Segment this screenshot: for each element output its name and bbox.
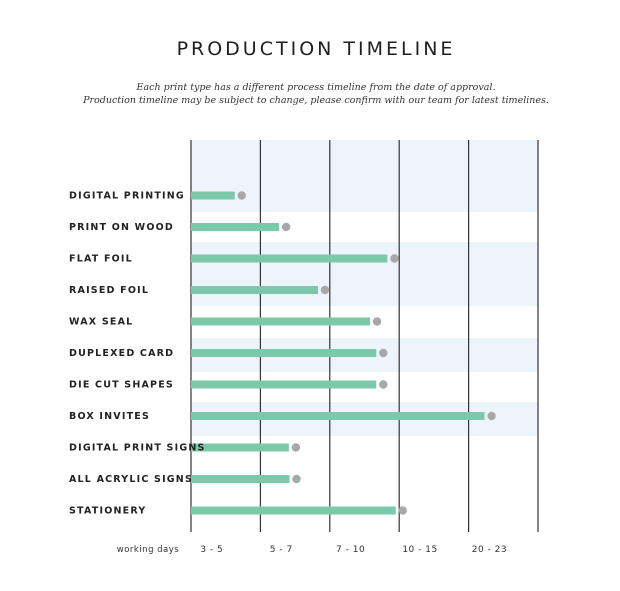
bar [191,317,371,326]
bar [191,349,377,357]
bar [191,443,289,452]
category-label: RAISED FOIL [69,285,149,296]
category-label: WAX SEAL [69,317,133,328]
category-labels: DIGITAL PRINTING PRINT ON WOOD FLAT FOIL RA… [69,191,206,517]
bar-end-dot [487,411,496,421]
bar [191,475,290,483]
chart-subtitle-line-2: Production timeline may be subject to ch… [82,95,549,106]
bar-end-dot [281,222,291,232]
bar [191,254,388,263]
category-label: STATIONERY [69,506,146,517]
bar [191,223,280,231]
bar-end-dot [390,254,399,263]
bar [191,380,377,389]
category-label: BOX INVITES [69,411,150,422]
bar [191,412,485,420]
x-tick-label: 10 - 15 [402,545,437,555]
category-label: DIGITAL PRINT SIGNS [69,443,206,454]
category-label: DIE CUT SHAPES [69,380,174,391]
bar [191,506,396,515]
x-tick-label: 5 - 7 [270,545,293,555]
category-label: DUPLEXED CARD [69,348,174,359]
row-bands [191,140,538,436]
chart-title: PRODUCTION TIMELINE [177,38,456,60]
bar-end-dot [291,443,301,452]
row-band [191,140,538,212]
x-tick-label: 3 - 5 [200,545,223,555]
bar-end-dot [320,285,330,295]
x-tick-label: 7 - 10 [336,545,365,555]
bar [191,191,235,200]
row-band [191,242,538,306]
bar [191,286,319,294]
bar-end-dot [292,474,301,484]
category-label: ALL ACRYLIC SIGNS [69,474,193,485]
bar-end-dot [379,348,388,358]
bar-end-dot [398,506,407,515]
bar-series [191,191,496,515]
chart-subtitle-line-1: Each print type has a different process … [136,82,496,93]
x-tick-label: 20 - 23 [472,545,507,555]
column-gridlines [190,140,539,532]
bar-end-dot [379,380,388,389]
category-label: PRINT ON WOOD [69,222,174,233]
bar-end-dot [372,317,382,326]
category-label: FLAT FOIL [69,254,133,265]
category-label: DIGITAL PRINTING [69,191,185,202]
bar-end-dot [237,191,246,200]
x-axis-label: working days [117,545,180,555]
x-tick-labels: 3 - 5 5 - 7 7 - 10 10 - 15 20 - 23 [200,545,507,555]
